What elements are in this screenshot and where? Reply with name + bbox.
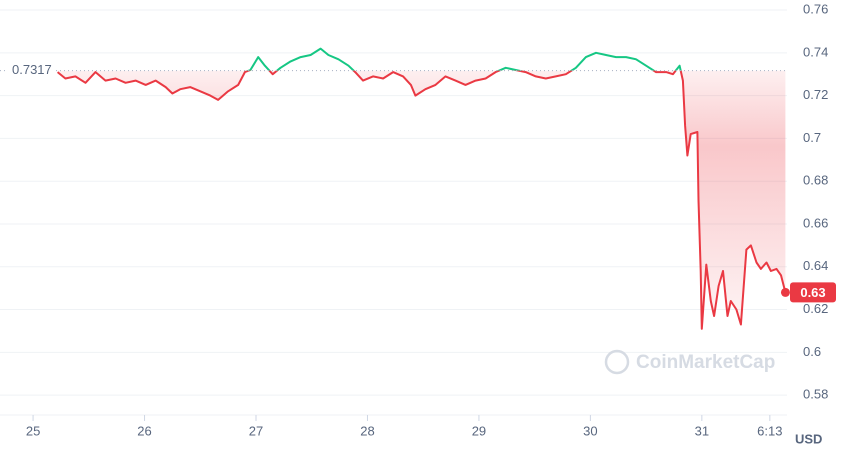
- currency-label: USD: [795, 431, 822, 446]
- y-tick-label: 0.58: [803, 387, 828, 402]
- watermark: CoinMarketCap: [636, 352, 775, 373]
- y-tick-label: 0.74: [803, 44, 828, 59]
- price-badge: [790, 282, 836, 303]
- area: [57, 70, 786, 329]
- line-down: [56, 70, 787, 330]
- x-tick-label: 29: [472, 423, 486, 438]
- y-tick-label: 0.76: [803, 1, 828, 16]
- y-tick-label: 0.64: [803, 258, 828, 273]
- reference-label-bg: [8, 61, 54, 80]
- y-tick-label: 0.6: [803, 344, 821, 359]
- y-tick-label: 0.62: [803, 301, 828, 316]
- reference-label: 0.7317: [12, 62, 52, 77]
- x-tick-label: 26: [137, 423, 151, 438]
- y-tick-label: 0.66: [803, 215, 828, 230]
- watermark-logo: [604, 349, 630, 375]
- x-tick-label: 27: [249, 423, 263, 438]
- x-tick-label: 31: [695, 423, 709, 438]
- y-tick-label: 0.68: [803, 173, 828, 188]
- x-tick-label: 6:13: [757, 423, 782, 438]
- x-tick-label: 30: [583, 423, 597, 438]
- y-tick-label: 0.7: [803, 130, 821, 145]
- x-tick-label: 28: [360, 423, 374, 438]
- x-tick-label: 25: [26, 423, 40, 438]
- price-label: 0.63: [800, 285, 825, 300]
- last-point: [780, 287, 790, 297]
- y-tick-label: 0.72: [803, 87, 828, 102]
